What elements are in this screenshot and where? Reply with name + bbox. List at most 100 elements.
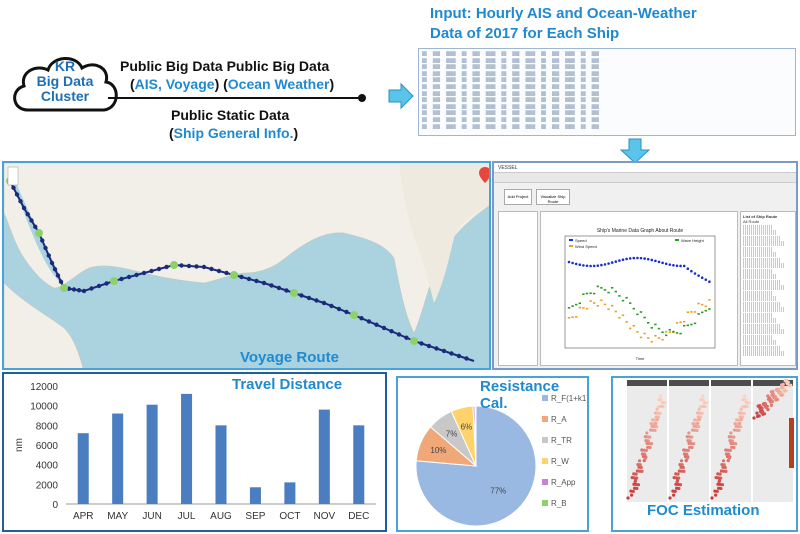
- route-list-item[interactable]: [743, 345, 781, 351]
- route-list-item[interactable]: [743, 351, 785, 356]
- legend-wind: Wind Speed: [575, 244, 597, 249]
- wind-point: [690, 311, 693, 313]
- route-list-item[interactable]: [743, 274, 777, 279]
- foc-point: [739, 407, 743, 411]
- foc-point: [630, 493, 634, 497]
- route-list-header: List of Ship Route: [743, 214, 778, 219]
- route-list-item[interactable]: [743, 340, 777, 345]
- foc-point: [743, 404, 747, 408]
- route-list-item[interactable]: [743, 318, 777, 323]
- foc-point: [729, 441, 733, 445]
- route-list-item[interactable]: [743, 257, 781, 263]
- input-title-line-1: Input: Hourly AIS and Ocean-Weather: [430, 5, 697, 22]
- add-project-button[interactable]: Add Project: [504, 189, 532, 205]
- foc-point: [716, 472, 720, 476]
- foc-panel: FOC Estimation: [611, 376, 798, 532]
- route-list-item[interactable]: [743, 246, 773, 252]
- wind-point: [575, 315, 578, 318]
- foc-point: [672, 476, 676, 480]
- foc-point: [675, 480, 679, 484]
- route-list-item[interactable]: [743, 301, 781, 307]
- legend-swatch: [542, 416, 548, 422]
- foc-point: [743, 394, 747, 398]
- wind-point: [611, 304, 614, 307]
- foc-point: [648, 428, 653, 432]
- route-list-item[interactable]: [743, 279, 781, 285]
- route-waypoint: [230, 271, 238, 279]
- cloud-line-1: KR: [54, 58, 76, 74]
- wave-point: [668, 328, 671, 331]
- analysis-gui-window: VESSEL Add Project Visualize Ship Route …: [492, 161, 798, 370]
- legend-label: R_App: [551, 478, 576, 487]
- wind-point: [607, 308, 610, 311]
- foc-point: [672, 493, 676, 497]
- table-row: ██ ███ ████ ██ ███ ████ ██ ███ ████ ██ ███ ████ ██ ██…: [422, 64, 599, 70]
- route-list-item[interactable]: [743, 263, 785, 268]
- foc-point: [783, 379, 787, 383]
- wind-point: [708, 299, 711, 301]
- wave-point: [650, 327, 653, 329]
- foc-point: [674, 472, 678, 476]
- foc-point: [633, 486, 637, 490]
- route-list-item[interactable]: [743, 290, 773, 296]
- visualize-route-button[interactable]: Visualize Ship Route: [536, 189, 570, 205]
- wind-point: [661, 338, 664, 341]
- wave-point: [578, 302, 581, 305]
- x-tick-label: JUN: [142, 511, 161, 522]
- speed-point: [574, 262, 578, 266]
- route-list-item[interactable]: [743, 296, 777, 301]
- project-tree[interactable]: [498, 211, 538, 366]
- route-list-item[interactable]: [743, 235, 781, 241]
- foc-point: [659, 394, 663, 398]
- foc-point: [655, 407, 659, 411]
- route-list-item[interactable]: [743, 285, 785, 290]
- foc-point: [682, 452, 687, 456]
- foc-point: [646, 445, 650, 449]
- bar: [318, 409, 330, 504]
- route-list-item[interactable]: [743, 312, 773, 318]
- pie-slice-label: 10%: [430, 446, 446, 455]
- legend-swatch: [542, 437, 548, 443]
- x-tick-label: SEP: [245, 511, 265, 522]
- wind-point: [701, 303, 704, 306]
- wind-point: [582, 307, 585, 309]
- foc-point: [660, 401, 665, 405]
- wind-point: [589, 300, 592, 302]
- route-list-item[interactable]: [743, 230, 777, 235]
- route-list-first[interactable]: All Route: [743, 219, 760, 224]
- route-list-item[interactable]: [743, 323, 781, 329]
- route-point: [89, 286, 94, 291]
- route-list-item[interactable]: [743, 241, 785, 246]
- route-point: [46, 253, 51, 258]
- table-row: ██ ███ ████ ██ ███ ████ ██ ███ ████ ██ ███ ████ ██ ██…: [422, 57, 599, 63]
- foc-point: [717, 486, 721, 490]
- route-list-item[interactable]: [743, 224, 773, 230]
- foc-point: [787, 384, 791, 388]
- connector-lines: [108, 94, 366, 102]
- table-row: ██ ███ ████ ██ ███ ████ ██ ███ ████ ██ ███ ████ ██ ██…: [422, 51, 599, 56]
- legend-swatch: [542, 458, 548, 464]
- wave-point: [632, 307, 635, 310]
- route-list[interactable]: List of Ship Route All Route: [740, 211, 796, 366]
- route-list-item[interactable]: [743, 329, 785, 334]
- route-list-item[interactable]: [743, 307, 785, 312]
- route-point: [134, 272, 139, 278]
- foc-point: [668, 496, 672, 500]
- foc-point: [637, 459, 642, 463]
- foc-point: [677, 469, 681, 473]
- speed-point: [704, 278, 708, 281]
- x-tick-label: DEC: [348, 511, 369, 522]
- route-list-item[interactable]: [743, 268, 773, 274]
- foc-point: [657, 398, 661, 402]
- table-row: ██ ███ ████ ██ ███ ████ ██ ███ ████ ██ ███ ████ ██ ██…: [422, 116, 599, 122]
- input-title-line-2: Data of 2017 for Each Ship: [430, 25, 620, 42]
- foc-point: [685, 435, 689, 439]
- facet-header: [627, 380, 667, 386]
- table-row: ██ ███ ████ ██ ███ ████ ██ ███ ████ ██ ███ ████ ██ ██…: [422, 123, 599, 129]
- foc-point: [758, 407, 763, 411]
- route-list-item[interactable]: [743, 252, 777, 257]
- data-source-dynamic-detail: (AIS, Voyage) (Ocean Weather): [130, 76, 335, 92]
- route-point: [186, 263, 192, 269]
- route-list-item[interactable]: [743, 334, 773, 340]
- legend-wave: Wave Height: [681, 238, 705, 243]
